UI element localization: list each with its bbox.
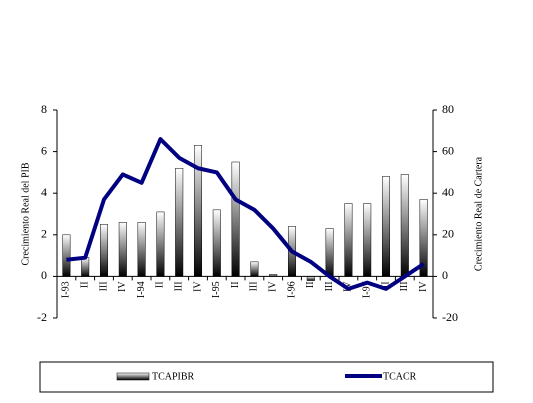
bar — [381, 176, 391, 277]
x-tick-label: I-97 — [361, 281, 372, 298]
x-tick-label: III — [249, 281, 260, 291]
y2-tick-label: 80 — [442, 102, 454, 116]
bar — [250, 261, 259, 277]
bar — [231, 161, 240, 277]
x-tick-label: IV — [117, 281, 128, 292]
legend-swatch — [116, 372, 150, 381]
x-tick-label: II — [230, 281, 241, 288]
y-tick-label: 0 — [41, 268, 47, 282]
x-tick-label: I-93 — [61, 281, 72, 298]
y2-axis-label: Crecimiento Real de Cartera — [473, 156, 484, 271]
x-tick-label: II — [155, 281, 166, 288]
x-tick-label: IV — [343, 281, 354, 292]
bar — [325, 228, 334, 277]
x-tick-label: I-94 — [136, 281, 147, 298]
y2-tick-label: 40 — [442, 185, 454, 199]
y2-tick-label: 0 — [442, 268, 448, 282]
bar — [137, 222, 146, 277]
x-tick-label: II — [305, 281, 316, 288]
bar — [400, 174, 409, 277]
bar — [62, 234, 71, 277]
y2-tick-label: 20 — [442, 227, 454, 241]
x-tick-label: II — [380, 281, 391, 288]
x-tick-label: III — [173, 281, 184, 291]
y-tick-label: 4 — [41, 185, 47, 199]
bar — [99, 224, 109, 277]
x-tick-label: III — [399, 281, 410, 291]
y-tick-label: 6 — [41, 143, 47, 157]
x-tick-label: I-95 — [211, 281, 222, 298]
y-tick-label: 2 — [41, 227, 47, 241]
bar — [118, 222, 127, 277]
x-tick-label: IV — [418, 281, 429, 292]
bar — [306, 276, 315, 281]
bar — [81, 257, 90, 277]
x-tick-label: III — [98, 281, 109, 291]
legend-label: TCAPIBR — [152, 371, 195, 382]
bar — [344, 203, 353, 277]
y2-tick-label: -20 — [442, 310, 458, 324]
bar — [175, 167, 184, 277]
x-tick-label: IV — [192, 281, 203, 292]
legend-label: TCACR — [383, 371, 417, 382]
y-axis-label: Crecimiento Real del PIB — [20, 162, 31, 265]
x-tick-label: I-96 — [286, 281, 297, 298]
y-tick-label: 8 — [41, 102, 47, 116]
y-tick-label: -2 — [37, 310, 47, 324]
bar — [156, 211, 165, 277]
x-tick-label: III — [324, 281, 335, 291]
x-tick-label: II — [79, 281, 90, 288]
legend-box — [39, 361, 494, 393]
bar — [212, 209, 221, 277]
line — [66, 137, 425, 291]
bar — [363, 203, 372, 277]
y2-tick-label: 60 — [442, 143, 454, 157]
x-tick-label: IV — [267, 281, 278, 292]
